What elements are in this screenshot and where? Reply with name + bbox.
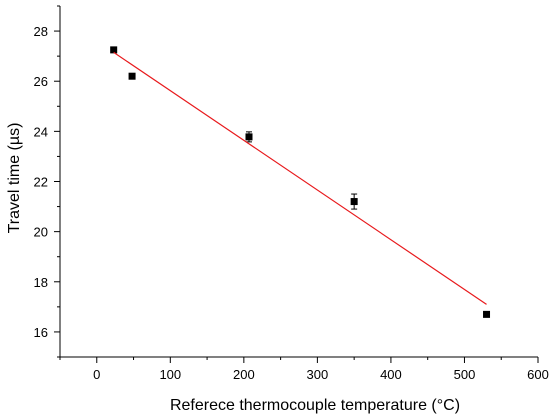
x-tick-label-200: 200: [233, 367, 255, 382]
data-point-2: [245, 133, 253, 141]
y-tick-label-22: 22: [34, 175, 48, 190]
fit-line: [113, 51, 487, 305]
data-point-3: [350, 198, 358, 206]
x-tick-label-600: 600: [527, 367, 549, 382]
y-axis-title: Travel time (µs): [6, 123, 23, 234]
data-point-1: [128, 72, 136, 80]
x-tick-label-400: 400: [380, 367, 402, 382]
x-tick-label-300: 300: [307, 367, 329, 382]
x-axis-title: Referece thermocouple temperature (°C): [170, 397, 460, 414]
data-point-4: [483, 310, 491, 318]
x-tick-label-0: 0: [93, 367, 100, 382]
y-tick-label-28: 28: [34, 24, 48, 39]
data-point-0: [110, 46, 118, 54]
y-tick-label-20: 20: [34, 225, 48, 240]
y-tick-label-18: 18: [34, 275, 48, 290]
y-tick-label-16: 16: [34, 325, 48, 340]
y-tick-label-26: 26: [34, 74, 48, 89]
x-tick-label-500: 500: [454, 367, 476, 382]
x-tick-label-100: 100: [159, 367, 181, 382]
y-tick-label-24: 24: [34, 124, 48, 139]
